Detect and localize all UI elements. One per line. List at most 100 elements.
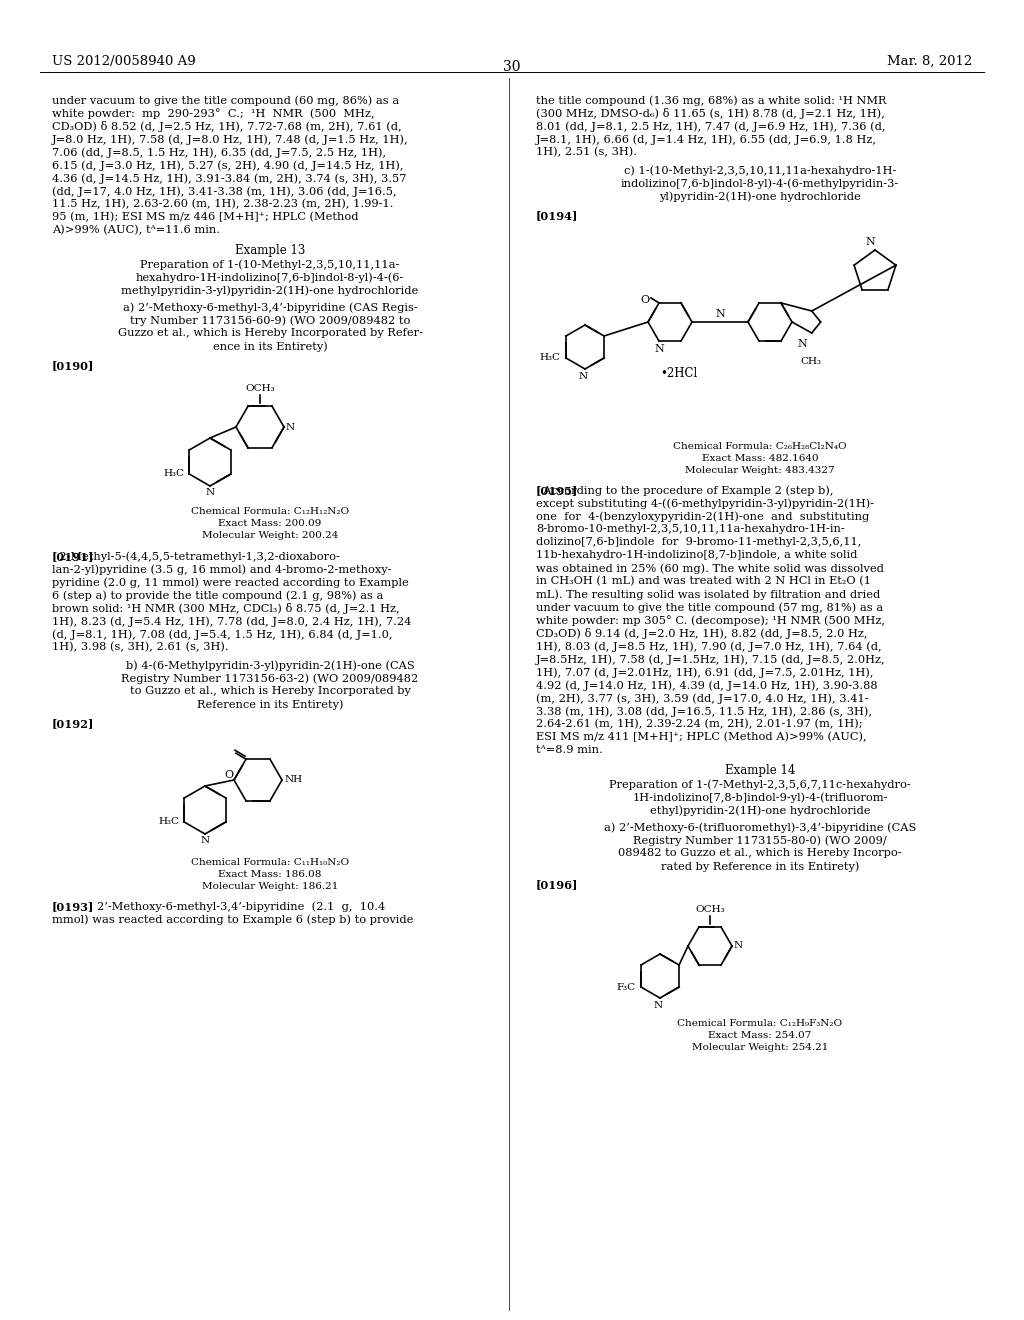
Text: 089482 to Guzzo et al., which is Hereby Incorpo-: 089482 to Guzzo et al., which is Hereby … — [618, 847, 902, 858]
Text: a) 2’-Methoxy-6-(trifluoromethyl)-3,4’-bipyridine (CAS: a) 2’-Methoxy-6-(trifluoromethyl)-3,4’-b… — [604, 822, 916, 833]
Text: except substituting 4-((6-methylpyridin-3-yl)pyridin-2(1H)-: except substituting 4-((6-methylpyridin-… — [536, 498, 874, 508]
Text: Chemical Formula: C₁₂H₉F₃N₂O: Chemical Formula: C₁₂H₉F₃N₂O — [678, 1019, 843, 1028]
Text: N: N — [653, 1001, 663, 1010]
Text: Molecular Weight: 483.4327: Molecular Weight: 483.4327 — [685, 466, 835, 475]
Text: Preparation of 1-(7-Methyl-2,3,5,6,7,11c-hexahydro-: Preparation of 1-(7-Methyl-2,3,5,6,7,11c… — [609, 779, 911, 789]
Text: indolizino[7,6-b]indol-8-yl)-4-(6-methylpyridin-3-: indolizino[7,6-b]indol-8-yl)-4-(6-methyl… — [621, 178, 899, 189]
Text: N: N — [579, 372, 588, 381]
Text: J=8.0 Hz, 1H), 7.58 (d, J=8.0 Hz, 1H), 7.48 (d, J=1.5 Hz, 1H),: J=8.0 Hz, 1H), 7.58 (d, J=8.0 Hz, 1H), 7… — [52, 135, 409, 145]
Text: N: N — [654, 345, 664, 354]
Text: 1H), 2.51 (s, 3H).: 1H), 2.51 (s, 3H). — [536, 147, 637, 157]
Text: (300 MHz, DMSO-d₆) δ 11.65 (s, 1H) 8.78 (d, J=2.1 Hz, 1H),: (300 MHz, DMSO-d₆) δ 11.65 (s, 1H) 8.78 … — [536, 108, 885, 119]
Text: CD₃OD) δ 8.52 (d, J=2.5 Hz, 1H), 7.72-7.68 (m, 2H), 7.61 (d,: CD₃OD) δ 8.52 (d, J=2.5 Hz, 1H), 7.72-7.… — [52, 121, 401, 132]
Text: Molecular Weight: 254.21: Molecular Weight: 254.21 — [692, 1043, 828, 1052]
Text: lan-2-yl)pyridine (3.5 g, 16 mmol) and 4-bromo-2-methoxy-: lan-2-yl)pyridine (3.5 g, 16 mmol) and 4… — [52, 564, 391, 574]
Text: 8-bromo-10-methyl-2,3,5,10,11,11a-hexahydro-1H-in-: 8-bromo-10-methyl-2,3,5,10,11,11a-hexahy… — [536, 524, 845, 535]
Text: mL). The resulting solid was isolated by filtration and dried: mL). The resulting solid was isolated by… — [536, 589, 881, 599]
Text: tᴬ=8.9 min.: tᴬ=8.9 min. — [536, 744, 603, 755]
Text: white powder:  mp  290-293°  C.;  ¹H  NMR  (500  MHz,: white powder: mp 290-293° C.; ¹H NMR (50… — [52, 108, 375, 119]
Text: 1H), 7.07 (d, J=2.01Hz, 1H), 6.91 (dd, J=7.5, 2.01Hz, 1H),: 1H), 7.07 (d, J=2.01Hz, 1H), 6.91 (dd, J… — [536, 667, 873, 677]
Text: mmol) was reacted according to Example 6 (step b) to provide: mmol) was reacted according to Example 6… — [52, 913, 414, 924]
Text: N: N — [206, 488, 215, 498]
Text: ence in its Entirety): ence in its Entirety) — [213, 341, 328, 351]
Text: 4.92 (d, J=14.0 Hz, 1H), 4.39 (d, J=14.0 Hz, 1H), 3.90-3.88: 4.92 (d, J=14.0 Hz, 1H), 4.39 (d, J=14.0… — [536, 680, 878, 690]
Text: 2-Methyl-5-(4,4,5,5-tetramethyl-1,3,2-dioxaboro-: 2-Methyl-5-(4,4,5,5-tetramethyl-1,3,2-di… — [52, 550, 340, 561]
Text: under vacuum to give the title compound (57 mg, 81%) as a: under vacuum to give the title compound … — [536, 602, 883, 612]
Text: OCH₃: OCH₃ — [245, 384, 274, 393]
Text: N: N — [865, 238, 874, 247]
Text: Guzzo et al., which is Hereby Incorporated by Refer-: Guzzo et al., which is Hereby Incorporat… — [118, 327, 423, 338]
Text: pyridine (2.0 g, 11 mmol) were reacted according to Example: pyridine (2.0 g, 11 mmol) were reacted a… — [52, 577, 409, 587]
Text: 2.64-2.61 (m, 1H), 2.39-2.24 (m, 2H), 2.01-1.97 (m, 1H);: 2.64-2.61 (m, 1H), 2.39-2.24 (m, 2H), 2.… — [536, 719, 862, 730]
Text: b) 4-(6-Methylpyridin-3-yl)pyridin-2(1H)-one (CAS: b) 4-(6-Methylpyridin-3-yl)pyridin-2(1H)… — [126, 660, 415, 671]
Text: 7.06 (dd, J=8.5, 1.5 Hz, 1H), 6.35 (dd, J=7.5, 2.5 Hz, 1H),: 7.06 (dd, J=8.5, 1.5 Hz, 1H), 6.35 (dd, … — [52, 147, 386, 157]
Text: 11.5 Hz, 1H), 2.63-2.60 (m, 1H), 2.38-2.23 (m, 2H), 1.99-1.: 11.5 Hz, 1H), 2.63-2.60 (m, 1H), 2.38-2.… — [52, 199, 393, 210]
Text: J=8.5Hz, 1H), 7.58 (d, J=1.5Hz, 1H), 7.15 (dd, J=8.5, 2.0Hz,: J=8.5Hz, 1H), 7.58 (d, J=1.5Hz, 1H), 7.1… — [536, 653, 886, 664]
Text: OCH₃: OCH₃ — [695, 906, 725, 913]
Text: [0193]: [0193] — [52, 902, 94, 912]
Text: 8.01 (dd, J=8.1, 2.5 Hz, 1H), 7.47 (d, J=6.9 Hz, 1H), 7.36 (d,: 8.01 (dd, J=8.1, 2.5 Hz, 1H), 7.47 (d, J… — [536, 121, 886, 132]
Text: 1H), 8.23 (d, J=5.4 Hz, 1H), 7.78 (dd, J=8.0, 2.4 Hz, 1H), 7.24: 1H), 8.23 (d, J=5.4 Hz, 1H), 7.78 (dd, J… — [52, 616, 412, 627]
Text: try Number 1173156-60-9) (WO 2009/089482 to: try Number 1173156-60-9) (WO 2009/089482… — [130, 315, 411, 326]
Text: 1H-indolizino[7,8-b]indol-9-yl)-4-(trifluorom-: 1H-indolizino[7,8-b]indol-9-yl)-4-(trifl… — [632, 792, 888, 803]
Text: Registry Number 1173156-63-2) (WO 2009/089482: Registry Number 1173156-63-2) (WO 2009/0… — [122, 673, 419, 684]
Text: Exact Mass: 254.07: Exact Mass: 254.07 — [709, 1031, 812, 1040]
Text: c) 1-(10-Methyl-2,3,5,10,11,11a-hexahydro-1H-: c) 1-(10-Methyl-2,3,5,10,11,11a-hexahydr… — [624, 165, 896, 176]
Text: 6.15 (d, J=3.0 Hz, 1H), 5.27 (s, 2H), 4.90 (d, J=14.5 Hz, 1H),: 6.15 (d, J=3.0 Hz, 1H), 5.27 (s, 2H), 4.… — [52, 160, 403, 170]
Text: in CH₃OH (1 mL) and was treated with 2 N HCl in Et₂O (1: in CH₃OH (1 mL) and was treated with 2 N… — [536, 576, 871, 586]
Text: under vacuum to give the title compound (60 mg, 86%) as a: under vacuum to give the title compound … — [52, 95, 399, 106]
Text: [0191]: [0191] — [52, 550, 94, 562]
Text: N: N — [715, 309, 725, 319]
Text: J=8.1, 1H), 6.66 (d, J=1.4 Hz, 1H), 6.55 (dd, J=6.9, 1.8 Hz,: J=8.1, 1H), 6.66 (d, J=1.4 Hz, 1H), 6.55… — [536, 135, 877, 145]
Text: Chemical Formula: C₂₆H₂₈Cl₂N₄O: Chemical Formula: C₂₆H₂₈Cl₂N₄O — [673, 442, 847, 451]
Text: (dd, J=17, 4.0 Hz, 1H), 3.41-3.38 (m, 1H), 3.06 (dd, J=16.5,: (dd, J=17, 4.0 Hz, 1H), 3.41-3.38 (m, 1H… — [52, 186, 396, 197]
Text: rated by Reference in its Entirety): rated by Reference in its Entirety) — [660, 861, 859, 871]
Text: CD₃OD) δ 9.14 (d, J=2.0 Hz, 1H), 8.82 (dd, J=8.5, 2.0 Hz,: CD₃OD) δ 9.14 (d, J=2.0 Hz, 1H), 8.82 (d… — [536, 628, 867, 639]
Text: O: O — [224, 770, 233, 780]
Text: Example 13: Example 13 — [234, 244, 305, 257]
Text: According to the procedure of Example 2 (step b),: According to the procedure of Example 2 … — [536, 484, 834, 495]
Text: 3.38 (m, 1H), 3.08 (dd, J=16.5, 11.5 Hz, 1H), 2.86 (s, 3H),: 3.38 (m, 1H), 3.08 (dd, J=16.5, 11.5 Hz,… — [536, 706, 872, 717]
Text: 30: 30 — [503, 59, 521, 74]
Text: N: N — [286, 422, 295, 432]
Text: (d, J=8.1, 1H), 7.08 (dd, J=5.4, 1.5 Hz, 1H), 6.84 (d, J=1.0,: (d, J=8.1, 1H), 7.08 (dd, J=5.4, 1.5 Hz,… — [52, 630, 392, 640]
Text: Exact Mass: 482.1640: Exact Mass: 482.1640 — [701, 454, 818, 463]
Text: [0192]: [0192] — [52, 718, 94, 729]
Text: Molecular Weight: 186.21: Molecular Weight: 186.21 — [202, 882, 338, 891]
Text: (m, 2H), 3.77 (s, 3H), 3.59 (dd, J=17.0, 4.0 Hz, 1H), 3.41-: (m, 2H), 3.77 (s, 3H), 3.59 (dd, J=17.0,… — [536, 693, 868, 704]
Text: N: N — [201, 836, 210, 845]
Text: CH₃: CH₃ — [800, 356, 821, 366]
Text: 2’-Methoxy-6-methyl-3,4’-bipyridine  (2.1  g,  10.4: 2’-Methoxy-6-methyl-3,4’-bipyridine (2.1… — [97, 902, 385, 912]
Text: H₃C: H₃C — [540, 354, 561, 363]
Text: 6 (step a) to provide the title compound (2.1 g, 98%) as a: 6 (step a) to provide the title compound… — [52, 590, 383, 601]
Text: was obtained in 25% (60 mg). The white solid was dissolved: was obtained in 25% (60 mg). The white s… — [536, 564, 884, 574]
Text: H₃C: H₃C — [163, 470, 184, 479]
Text: Example 14: Example 14 — [725, 764, 796, 777]
Text: 1H), 3.98 (s, 3H), 2.61 (s, 3H).: 1H), 3.98 (s, 3H), 2.61 (s, 3H). — [52, 642, 228, 652]
Text: [0196]: [0196] — [536, 879, 579, 890]
Text: methylpyridin-3-yl)pyridin-2(1H)-one hydrochloride: methylpyridin-3-yl)pyridin-2(1H)-one hyd… — [122, 285, 419, 296]
Text: Exact Mass: 200.09: Exact Mass: 200.09 — [218, 519, 322, 528]
Text: 1H), 8.03 (d, J=8.5 Hz, 1H), 7.90 (d, J=7.0 Hz, 1H), 7.64 (d,: 1H), 8.03 (d, J=8.5 Hz, 1H), 7.90 (d, J=… — [536, 642, 882, 652]
Text: [0195]: [0195] — [536, 484, 579, 496]
Text: F₃C: F₃C — [616, 982, 636, 991]
Text: Mar. 8, 2012: Mar. 8, 2012 — [887, 55, 972, 69]
Text: hexahydro-1H-indolizino[7,6-b]indol-8-yl)-4-(6-: hexahydro-1H-indolizino[7,6-b]indol-8-yl… — [136, 272, 404, 282]
Text: N: N — [797, 339, 807, 348]
Text: NH: NH — [285, 776, 303, 784]
Text: Molecular Weight: 200.24: Molecular Weight: 200.24 — [202, 531, 338, 540]
Text: US 2012/0058940 A9: US 2012/0058940 A9 — [52, 55, 196, 69]
Text: one  for  4-(benzyloxypyridin-2(1H)-one  and  substituting: one for 4-(benzyloxypyridin-2(1H)-one an… — [536, 511, 869, 521]
Text: 11b-hexahydro-1H-indolizino[8,7-b]indole, a white solid: 11b-hexahydro-1H-indolizino[8,7-b]indole… — [536, 550, 857, 560]
Text: to Guzzo et al., which is Hereby Incorporated by: to Guzzo et al., which is Hereby Incorpo… — [130, 686, 411, 696]
Text: Exact Mass: 186.08: Exact Mass: 186.08 — [218, 870, 322, 879]
Text: [0194]: [0194] — [536, 210, 579, 220]
Text: ethyl)pyridin-2(1H)-one hydrochloride: ethyl)pyridin-2(1H)-one hydrochloride — [650, 805, 870, 816]
Text: Reference in its Entirety): Reference in its Entirety) — [197, 700, 343, 710]
Text: ESI MS m/z 411 [M+H]⁺; HPLC (Method A)>99% (AUC),: ESI MS m/z 411 [M+H]⁺; HPLC (Method A)>9… — [536, 733, 866, 742]
Text: Chemical Formula: C₁₂H₁₂N₂O: Chemical Formula: C₁₂H₁₂N₂O — [190, 507, 349, 516]
Text: 95 (m, 1H); ESI MS m/z 446 [M+H]⁺; HPLC (Method: 95 (m, 1H); ESI MS m/z 446 [M+H]⁺; HPLC … — [52, 213, 358, 222]
Text: dolizino[7,6-b]indole  for  9-bromo-11-methyl-2,3,5,6,11,: dolizino[7,6-b]indole for 9-bromo-11-met… — [536, 537, 861, 546]
Text: a) 2’-Methoxy-6-methyl-3,4’-bipyridine (CAS Regis-: a) 2’-Methoxy-6-methyl-3,4’-bipyridine (… — [123, 302, 418, 313]
Text: [0190]: [0190] — [52, 360, 94, 371]
